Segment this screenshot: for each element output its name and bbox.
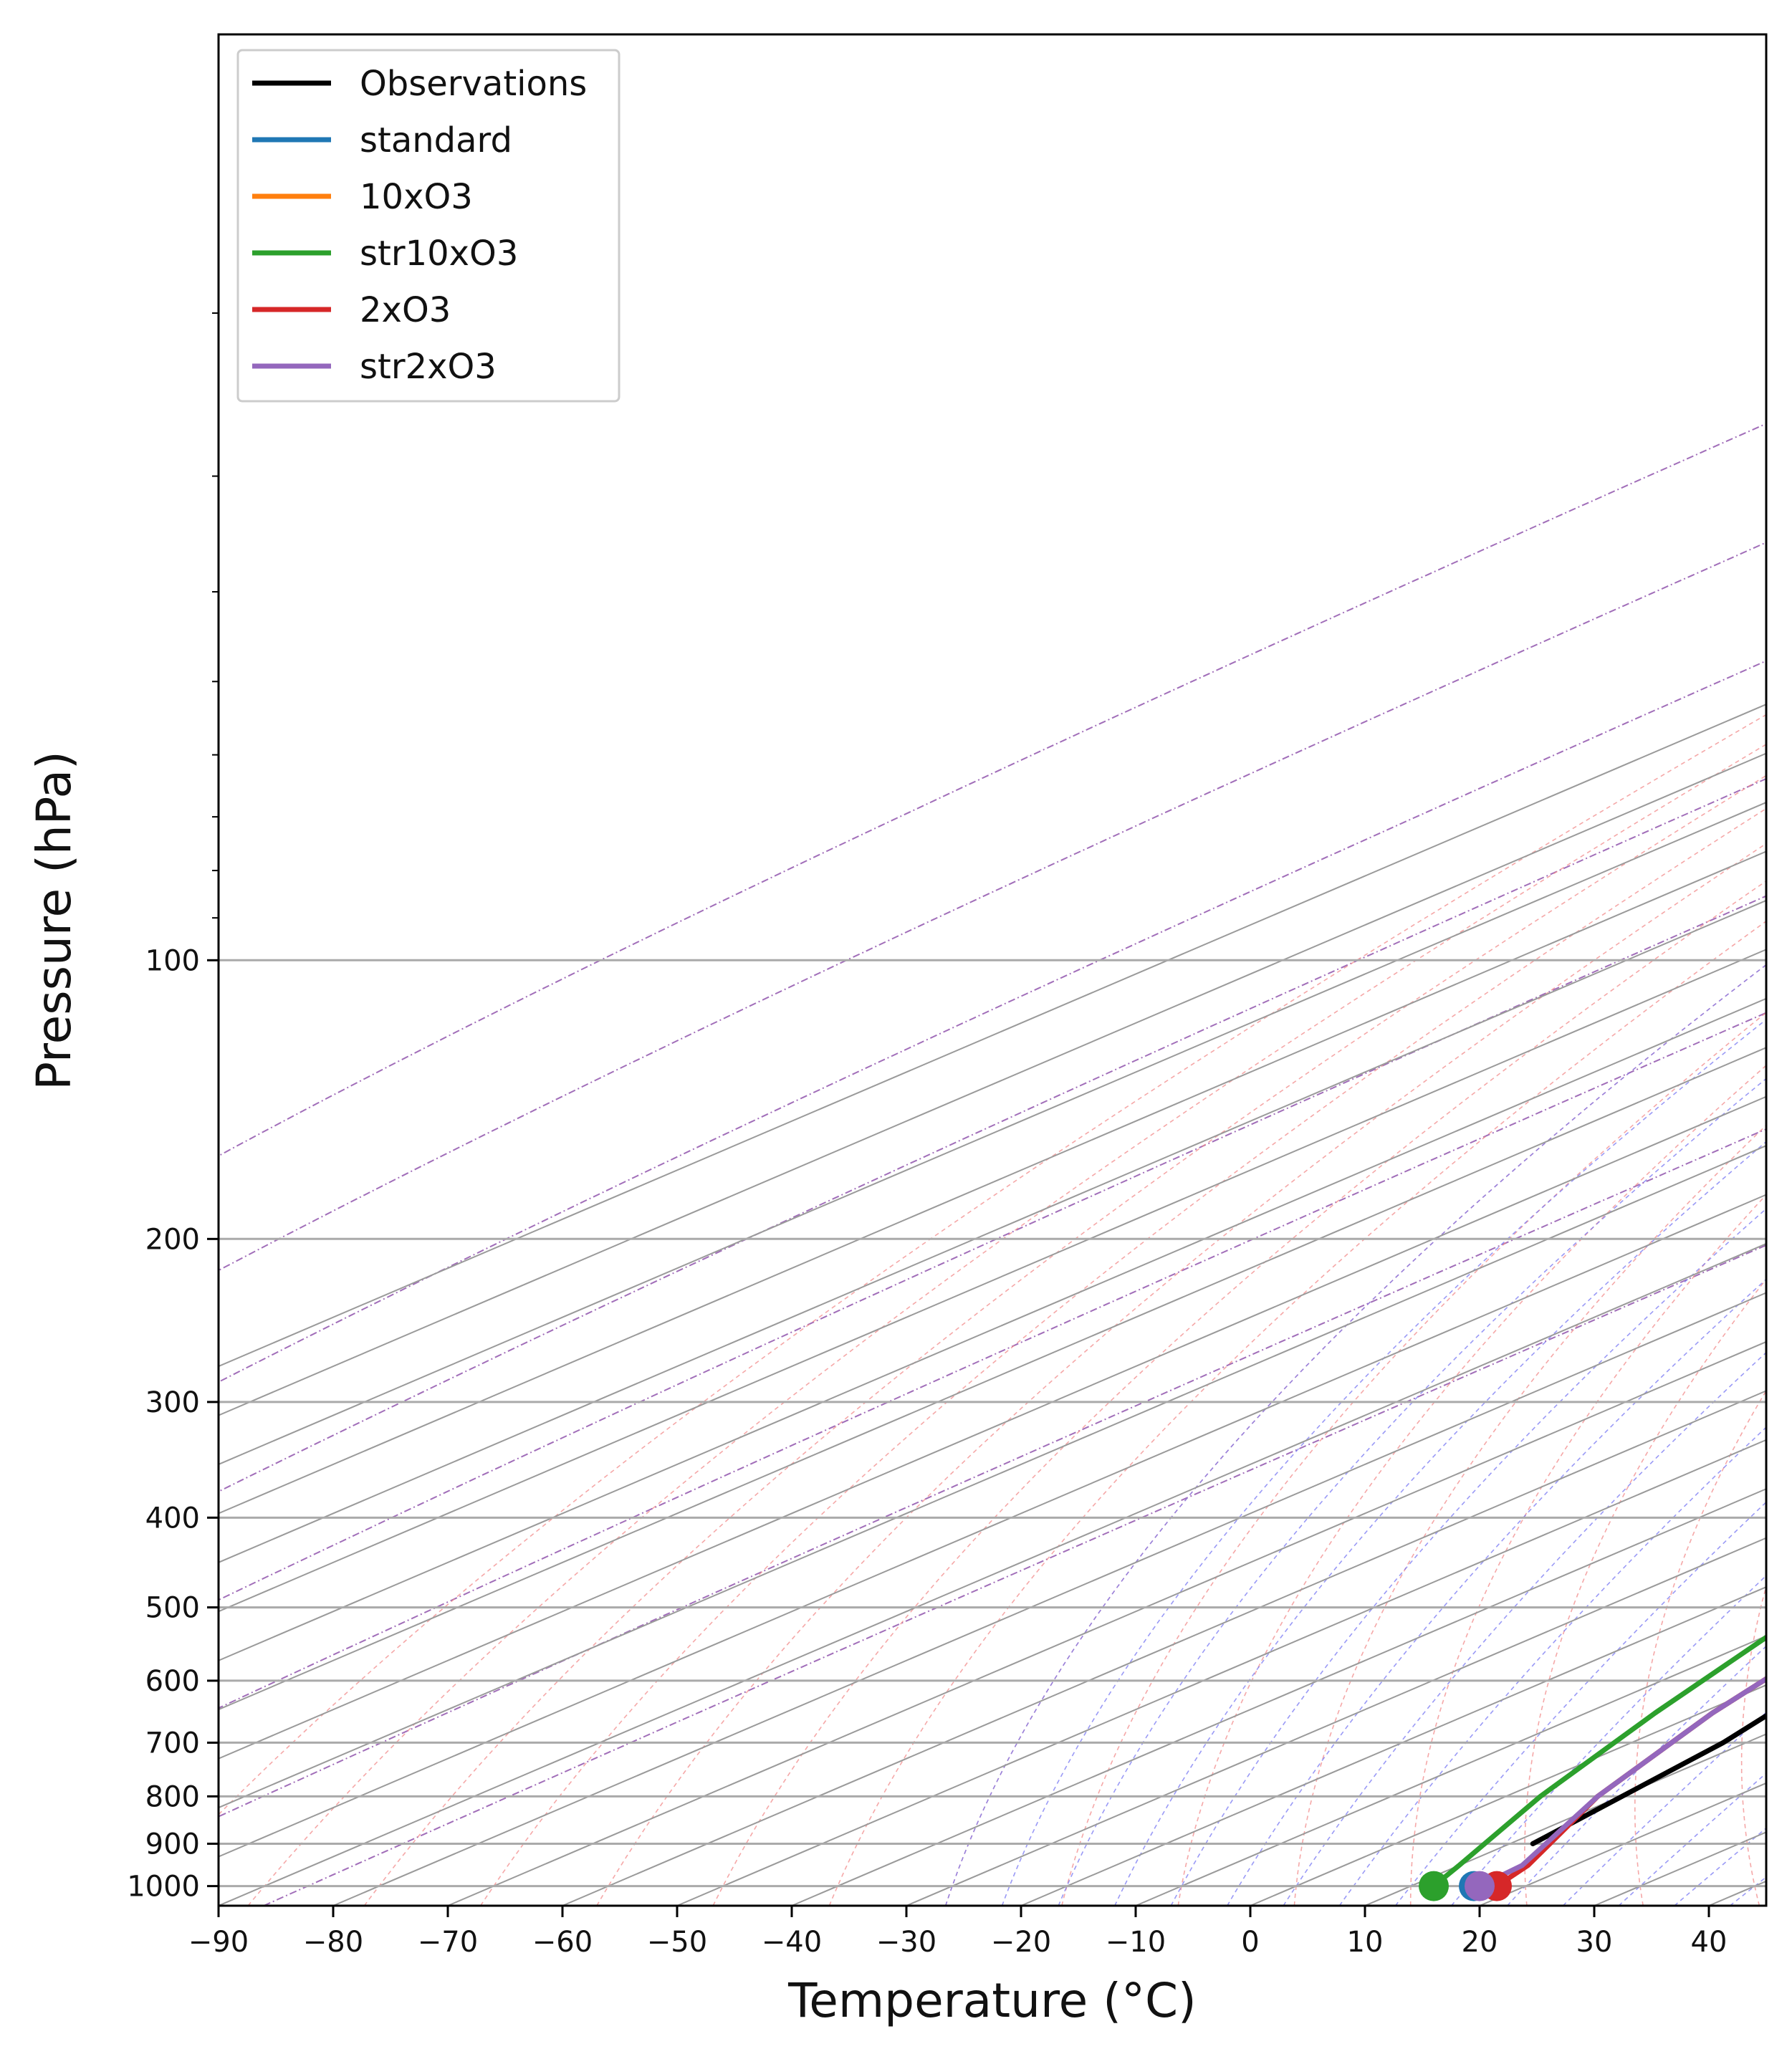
x-tick-label: 30 — [1576, 1926, 1613, 1959]
x-tick-label: −40 — [762, 1926, 822, 1959]
y-tick-label: 200 — [145, 1223, 200, 1256]
y-tick-label: 400 — [145, 1502, 200, 1535]
dry-adiabat — [1409, 1194, 1766, 1906]
x-tick-label: 20 — [1462, 1926, 1498, 1959]
isotherm — [219, 1145, 1766, 1809]
y-tick-label: 900 — [145, 1828, 200, 1861]
moist-adiabat — [1338, 1426, 1766, 1906]
y-tick-label: 300 — [145, 1386, 200, 1419]
legend-label: str10xO3 — [360, 234, 518, 274]
x-tick-label: −80 — [303, 1926, 363, 1959]
y-tick-label: 800 — [145, 1780, 200, 1813]
isotherm — [676, 1439, 1766, 1906]
x-axis: −90 −80 −70 −60 −50 −40 −30 −20 −10 0 10 20 30 40 — [188, 1906, 1728, 1959]
isotherm — [219, 801, 1766, 1466]
surface-markers — [1419, 1871, 1512, 1901]
surface-marker-str2xo3 — [1465, 1871, 1495, 1901]
x-tick-label: −60 — [532, 1926, 593, 1959]
y-tick-label: 600 — [145, 1665, 200, 1698]
temperature-profiles — [1431, 1634, 1766, 1889]
x-tick-label: −70 — [418, 1926, 478, 1959]
isotherm — [219, 1095, 1766, 1760]
legend-box — [236, 49, 621, 403]
dry-adiabat — [1634, 1389, 1766, 1906]
moist-adiabat — [1786, 34, 1792, 1906]
moist-adiabat — [1170, 1208, 1766, 1906]
mixing-ratio-line — [263, 1244, 1766, 1906]
dry-adiabat — [712, 880, 1766, 1906]
x-tick-label: −30 — [876, 1926, 936, 1959]
legend-label: standard — [360, 120, 512, 160]
isotherm — [906, 1537, 1766, 1906]
series-line-str2xo3 — [1477, 1676, 1766, 1889]
x-tick-label: −90 — [188, 1926, 249, 1959]
y-axis: 1000 900 800 700 600 500 400 300 200 100 — [127, 312, 219, 1904]
isotherm — [562, 1390, 1766, 1906]
isotherm — [219, 899, 1766, 1563]
isotherm — [219, 949, 1766, 1613]
dry-adiabat — [596, 843, 1766, 1906]
y-axis-label: Pressure (hPa) — [27, 751, 82, 1090]
isotherm — [332, 1292, 1766, 1906]
background-grid — [219, 34, 1792, 1906]
mixing-ratio-line — [219, 660, 1766, 1383]
isotherm — [219, 1047, 1766, 1711]
dry-adiabat — [1740, 1584, 1766, 1906]
mixing-ratio-line — [219, 1012, 1766, 1709]
isotherm — [447, 1340, 1766, 1906]
moist-adiabat — [944, 964, 1766, 1906]
x-tick-label: 10 — [1347, 1926, 1384, 1959]
moist-adiabat — [1114, 1141, 1766, 1906]
mixing-ratio-line — [219, 1128, 1766, 1818]
legend-label: Observations — [360, 64, 587, 104]
surface-marker-str10xo3 — [1419, 1871, 1449, 1901]
legend-label: 2xO3 — [360, 290, 451, 330]
moist-adiabat — [1058, 1078, 1766, 1906]
dry-adiabat — [247, 744, 1766, 1906]
isotherm — [219, 704, 1766, 1368]
isotherm — [219, 997, 1766, 1661]
isotherm — [219, 1194, 1766, 1858]
isotherm — [1020, 1586, 1766, 1906]
plot-frame — [217, 33, 1768, 1907]
legend-label: str2xO3 — [360, 347, 497, 387]
y-tick-label: 500 — [145, 1592, 200, 1625]
isotherm — [219, 850, 1766, 1515]
x-tick-label: 40 — [1691, 1926, 1728, 1959]
y-tick-label: 700 — [145, 1727, 200, 1760]
x-tick-label: −20 — [991, 1926, 1051, 1959]
series-line-str10xo3 — [1431, 1634, 1766, 1889]
x-tick-label: −10 — [1106, 1926, 1166, 1959]
legend: Observations standard 10xO3 str10xO3 2xO3 str… — [236, 49, 621, 403]
x-axis-label: Temperature (°C) — [787, 1973, 1197, 2028]
legend-label: 10xO3 — [360, 177, 473, 217]
x-tick-label: 0 — [1241, 1926, 1259, 1959]
y-tick-label: 100 — [145, 944, 200, 977]
isotherm — [791, 1488, 1766, 1906]
isotherm — [219, 1242, 1766, 1906]
dry-adiabat — [1524, 1278, 1766, 1906]
dry-adiabat — [363, 774, 1766, 1906]
moist-adiabat — [1283, 1351, 1766, 1906]
isotherm — [219, 752, 1766, 1416]
dry-adiabat — [828, 920, 1766, 1906]
y-tick-label: 1000 — [127, 1871, 200, 1904]
x-tick-label: −50 — [647, 1926, 707, 1959]
moist-adiabat — [1227, 1278, 1766, 1906]
